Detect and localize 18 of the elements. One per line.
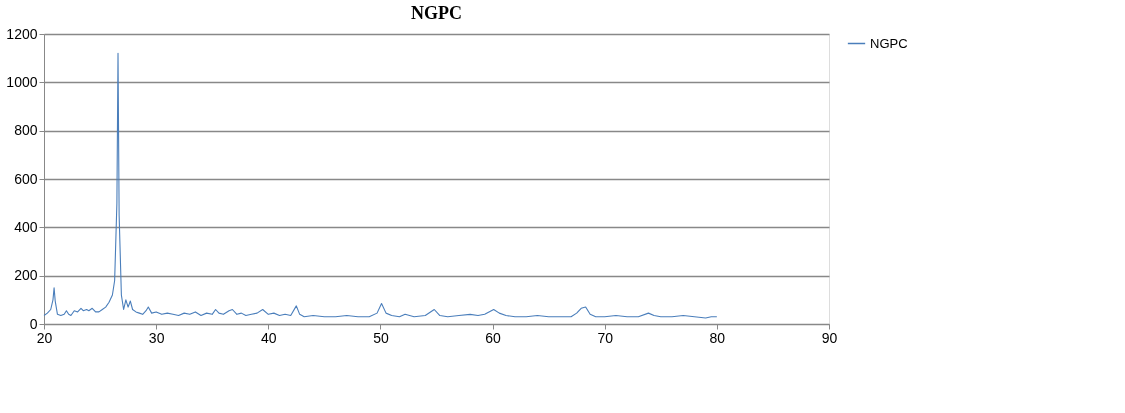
x-tick-label: 30 [148,329,165,346]
y-tick-label: 400 [14,218,38,235]
x-tick-label: 90 [821,329,838,346]
y-tick-label: 200 [14,267,38,284]
y-tick-label: 0 [29,315,38,332]
x-tick-label: 50 [373,329,389,346]
x-tick-label: 40 [261,329,277,346]
chart-title: NGPC [411,3,462,23]
y-tick-label: 600 [14,170,38,187]
x-tick-label: 70 [597,329,614,346]
line-series [43,52,718,319]
x-tick-label: 20 [36,329,53,346]
y-tick-label: 1000 [6,73,38,90]
x-tick-label: 60 [485,329,502,346]
legend-label: NGPC [870,35,908,51]
x-tick-label: 80 [709,329,726,346]
y-tick-label: 1200 [6,25,38,42]
y-tick-label: 800 [14,122,38,139]
